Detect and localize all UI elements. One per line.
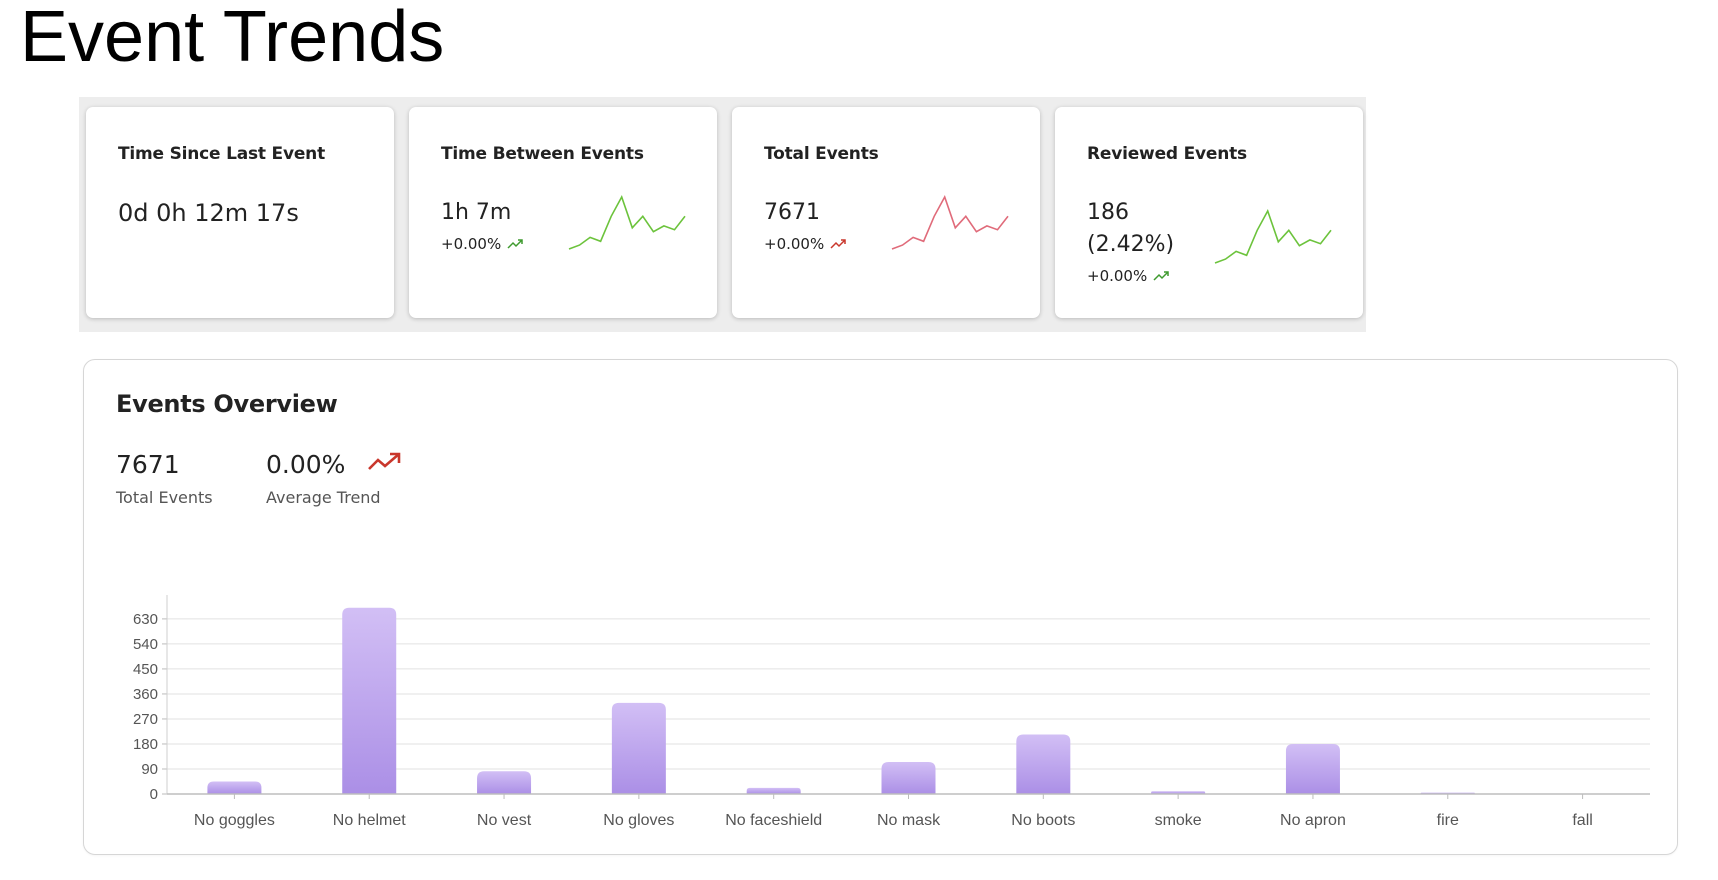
x-category-label: No helmet [333, 812, 406, 829]
sparkline-line [1214, 209, 1332, 264]
kpi-trend-value: +0.00% [441, 235, 502, 253]
kpi-value: 1h 7m [441, 200, 512, 225]
events-overview-card: Events Overview 7671 Total Events 0.00% … [83, 359, 1678, 855]
kpi-value: 7671 [764, 200, 820, 225]
total-events-label: Total Events [116, 488, 213, 507]
sparkline-chart [568, 195, 686, 250]
bar-no-apron[interactable] [1285, 743, 1340, 794]
overview-title: Events Overview [116, 390, 338, 418]
x-category-label: No boots [1011, 812, 1075, 829]
average-trend-label: Average Trend [266, 488, 381, 507]
bar-no-mask[interactable] [881, 762, 936, 794]
y-tick-label: 630 [133, 611, 158, 628]
bar-no-helmet[interactable] [342, 607, 397, 794]
sparkline-line [568, 195, 686, 250]
kpi-title: Reviewed Events [1087, 144, 1247, 164]
kpi-title: Time Between Events [441, 144, 644, 164]
x-category-label: No goggles [194, 812, 275, 829]
page-title: Event Trends [20, 0, 445, 77]
trend-up-icon [507, 239, 523, 249]
kpi-card-time-since-last-event: Time Since Last Event 0d 0h 12m 17s [86, 107, 394, 318]
kpi-title: Time Since Last Event [118, 144, 326, 164]
kpi-value: 186 (2.42%) [1087, 200, 1175, 257]
x-category-label: No gloves [603, 812, 674, 829]
kpi-card-total-events: Total Events 7671 +0.00% [732, 107, 1040, 318]
bar-no-gloves[interactable] [611, 702, 666, 794]
x-category-label: No mask [877, 812, 941, 829]
total-events-value: 7671 [116, 450, 180, 479]
kpi-trend: +0.00% [1087, 267, 1171, 285]
y-tick-label: 450 [133, 661, 158, 678]
trend-up-icon [830, 239, 846, 249]
y-tick-label: 90 [141, 761, 158, 778]
x-category-label: No faceshield [725, 812, 822, 829]
x-category-label: fire [1437, 812, 1459, 829]
y-tick-label: 540 [133, 636, 158, 653]
x-category-label: No apron [1280, 812, 1346, 829]
kpi-card-time-between-events: Time Between Events 1h 7m +0.00% [409, 107, 717, 318]
average-trend-value: 0.00% [266, 450, 346, 479]
kpi-value: 0d 0h 12m 17s [118, 199, 299, 227]
y-tick-label: 360 [133, 686, 158, 703]
bar-no-vest[interactable] [477, 771, 532, 794]
y-tick-label: 180 [133, 736, 158, 753]
sparkline-chart [1214, 209, 1332, 264]
bar-no-faceshield[interactable] [746, 787, 801, 794]
x-category-label: smoke [1155, 812, 1202, 829]
kpi-trend-value: +0.00% [764, 235, 825, 253]
trend-up-icon [368, 452, 401, 470]
x-category-label: No vest [477, 812, 532, 829]
sparkline-line [891, 195, 1009, 250]
kpi-trend: +0.00% [441, 235, 525, 253]
x-category-label: fall [1572, 812, 1592, 829]
bar-no-goggles[interactable] [207, 781, 262, 794]
bar-no-boots[interactable] [1016, 734, 1071, 794]
sparkline-chart [891, 195, 1009, 250]
kpi-strip: Time Since Last Event 0d 0h 12m 17s Time… [79, 97, 1366, 332]
kpi-card-reviewed-events: Reviewed Events 186 (2.42%) +0.00% [1055, 107, 1363, 318]
y-tick-label: 0 [150, 786, 158, 803]
y-tick-label: 270 [133, 711, 158, 728]
kpi-trend: +0.00% [764, 235, 848, 253]
kpi-title: Total Events [764, 144, 879, 164]
kpi-trend-value: +0.00% [1087, 267, 1148, 285]
trend-up-icon [1153, 271, 1169, 281]
events-bar-chart: 0 90 180 270 360 450 540 630 No goggles No helmet… [133, 595, 1650, 829]
